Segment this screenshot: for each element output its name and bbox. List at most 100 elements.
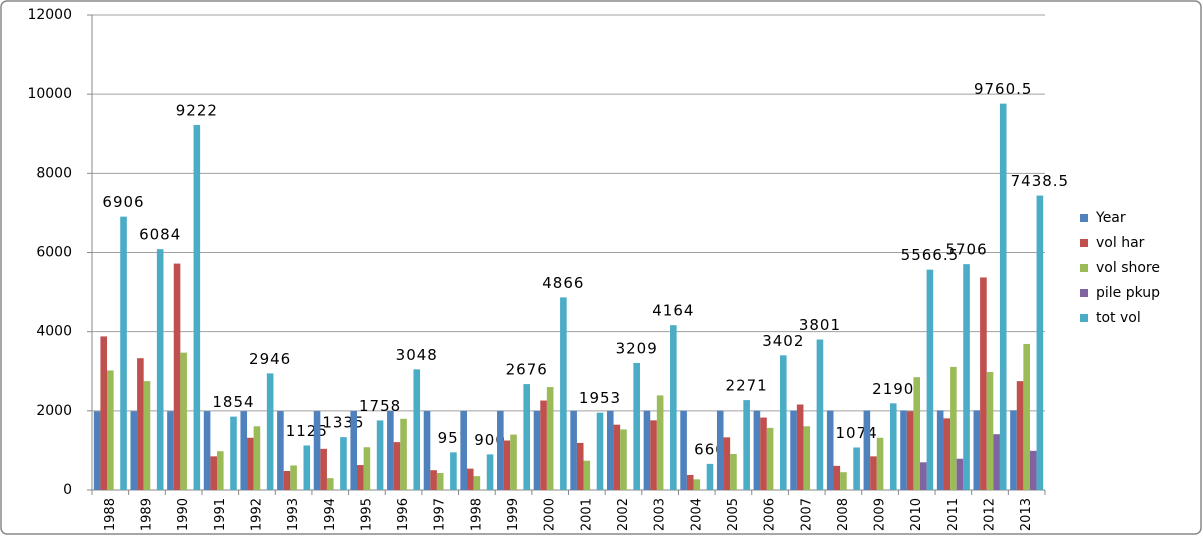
bar (137, 358, 144, 490)
bar (1036, 195, 1044, 490)
bar (730, 453, 737, 490)
bar (473, 476, 481, 490)
legend-swatch (1080, 214, 1088, 222)
data-label: 5706 (945, 241, 987, 259)
bar (803, 426, 811, 490)
x-tick-label: 1997 (433, 498, 448, 531)
bar (716, 410, 724, 490)
bar (963, 264, 970, 490)
bar (393, 442, 401, 490)
bar (400, 418, 407, 490)
y-tick-label: 8000 (36, 165, 72, 181)
bar (943, 418, 951, 490)
bar (143, 381, 151, 490)
bar (120, 216, 127, 490)
data-label: 7438.5 (1011, 172, 1070, 190)
bar (606, 410, 614, 490)
bar (853, 447, 860, 490)
bar (546, 387, 554, 490)
data-label: 4866 (542, 274, 584, 292)
data-label: 5566.5 (901, 246, 960, 264)
bar (766, 427, 774, 490)
data-label: 6084 (139, 226, 181, 244)
bar (340, 437, 347, 490)
bar (686, 474, 694, 490)
bar (560, 297, 567, 490)
bar (889, 403, 897, 490)
bar (1023, 343, 1030, 490)
bar (533, 410, 541, 490)
bar (436, 472, 444, 490)
data-label: 3048 (396, 346, 438, 364)
bar (303, 445, 311, 490)
bar (570, 410, 577, 490)
bar (283, 471, 291, 490)
x-tick-label: 1990 (176, 498, 191, 531)
data-label: 2946 (249, 350, 291, 368)
bar (680, 410, 687, 490)
bar (497, 410, 504, 490)
bar (1010, 410, 1017, 490)
legend-swatch (1080, 289, 1088, 297)
bar (643, 410, 651, 490)
bar (816, 339, 824, 490)
bar (706, 463, 714, 490)
bar (840, 472, 847, 490)
data-label: 9760.5 (974, 80, 1033, 98)
x-tick-label: 2001 (579, 498, 594, 531)
data-label: 2190 (872, 380, 914, 398)
bar (900, 410, 907, 490)
bar (723, 437, 731, 490)
bar (450, 452, 457, 490)
legend-swatch (1080, 314, 1088, 322)
bar (413, 369, 421, 490)
bar (180, 352, 187, 490)
bar (430, 470, 437, 490)
bar (387, 410, 394, 490)
bar (913, 377, 921, 490)
x-tick-label: 1995 (359, 498, 374, 531)
bar (313, 411, 321, 490)
x-tick-label: 1998 (469, 498, 484, 531)
bar (743, 400, 750, 490)
x-tick-label: 2005 (726, 498, 741, 531)
bar (1029, 450, 1037, 490)
bar (950, 366, 957, 490)
legend-label: vol shore (1096, 260, 1160, 276)
y-tick-label: 2000 (36, 403, 72, 419)
legend-label: pile pkup (1096, 285, 1160, 301)
bar (796, 404, 804, 490)
bar (290, 465, 297, 490)
bar (779, 355, 787, 490)
data-label: 2676 (506, 361, 548, 379)
y-tick-label: 0 (63, 482, 72, 498)
x-tick-label: 2004 (689, 498, 704, 531)
bar (633, 362, 640, 490)
bar (973, 410, 981, 490)
x-tick-label: 2012 (983, 498, 998, 531)
bar (167, 411, 174, 490)
data-label: 1074 (836, 424, 878, 442)
bar (253, 426, 261, 490)
bar (93, 411, 101, 490)
bar (986, 372, 994, 490)
x-tick-label: 1988 (103, 498, 118, 531)
bar (540, 400, 547, 490)
x-tick-label: 1999 (506, 498, 521, 531)
data-label: 9222 (176, 101, 218, 119)
x-tick-label: 1991 (213, 498, 228, 531)
legend-label: Year (1095, 210, 1126, 226)
bar (926, 269, 934, 490)
bar (693, 479, 701, 490)
bar (906, 411, 914, 490)
y-tick-label: 10000 (27, 86, 72, 102)
data-label: 1854 (212, 393, 254, 411)
bar (870, 456, 877, 490)
bar (583, 460, 591, 490)
bar (247, 437, 254, 490)
bar (620, 429, 627, 490)
bar (993, 434, 1000, 490)
x-tick-label: 2006 (763, 498, 778, 531)
bar (596, 412, 604, 490)
bar (203, 411, 211, 490)
